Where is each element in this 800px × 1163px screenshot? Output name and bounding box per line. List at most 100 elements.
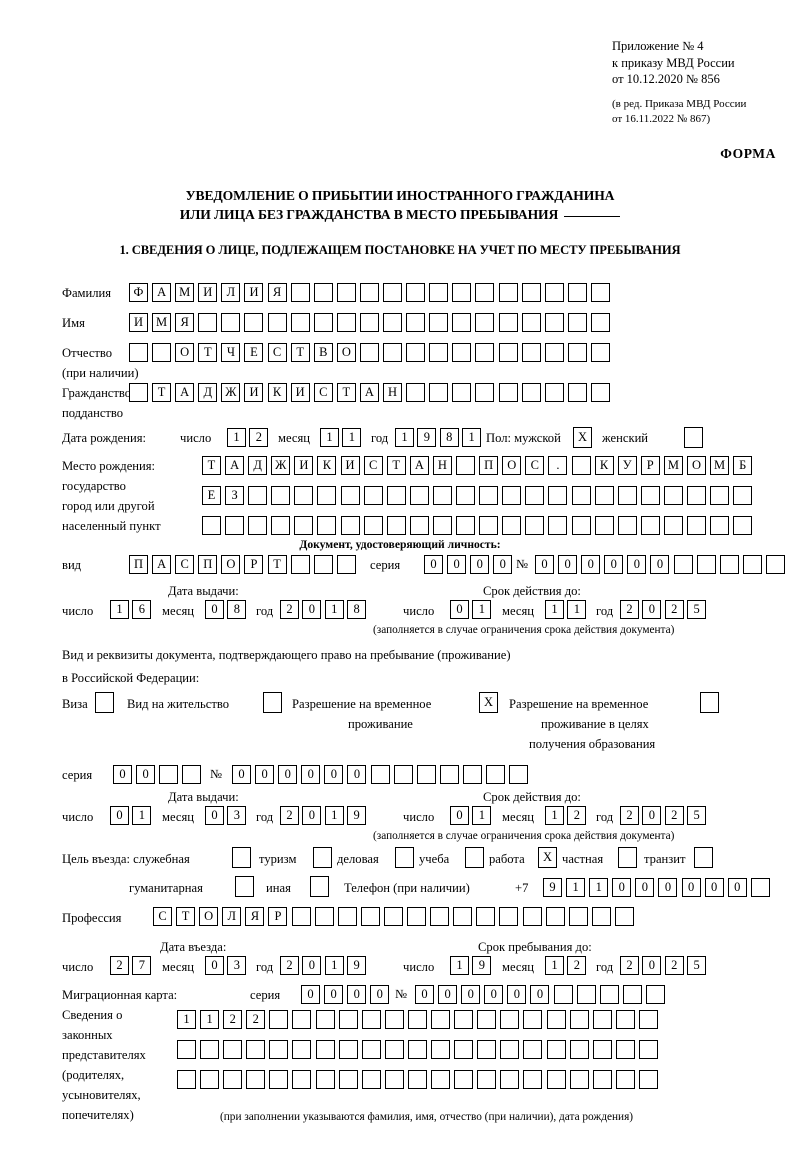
char-cell[interactable] — [360, 907, 380, 926]
char-cell[interactable]: 1 — [324, 600, 344, 619]
char-cell[interactable] — [567, 313, 587, 332]
char-cell[interactable] — [246, 1040, 266, 1059]
char-cell[interactable]: 0 — [658, 878, 678, 897]
char-cell[interactable]: Н — [383, 383, 403, 402]
char-cell[interactable] — [477, 1040, 497, 1059]
char-cell[interactable] — [750, 878, 770, 897]
char-cell[interactable]: О — [686, 456, 706, 475]
char-cell[interactable]: 0 — [450, 600, 469, 619]
char-cell[interactable] — [638, 1070, 658, 1089]
char-cell[interactable]: 2 — [567, 806, 587, 825]
char-cell[interactable]: 0 — [302, 806, 322, 825]
char-cell[interactable]: К — [317, 456, 337, 475]
char-cell[interactable] — [569, 1040, 589, 1059]
char-cell[interactable]: С — [153, 907, 172, 926]
char-cell[interactable]: 0 — [370, 985, 390, 1004]
char-cell[interactable] — [567, 283, 587, 302]
char-cell[interactable] — [152, 343, 172, 362]
char-cell[interactable]: Д — [198, 383, 218, 402]
char-cell[interactable] — [525, 516, 545, 535]
char-cell[interactable] — [407, 1040, 427, 1059]
char-cell[interactable] — [591, 907, 611, 926]
char-cell[interactable]: 2 — [567, 956, 587, 975]
char-cell[interactable] — [383, 343, 403, 362]
char-cell[interactable]: 9 — [347, 806, 367, 825]
char-cell[interactable] — [571, 516, 591, 535]
char-cell[interactable]: Р — [268, 907, 288, 926]
char-cell[interactable] — [359, 313, 379, 332]
char-cell[interactable] — [719, 555, 739, 574]
char-cell[interactable] — [384, 1070, 404, 1089]
char-cell[interactable] — [548, 516, 568, 535]
char-cell[interactable] — [384, 1010, 404, 1029]
char-cell[interactable] — [363, 486, 383, 505]
char-cell[interactable] — [317, 516, 337, 535]
purpose-other-checkbox[interactable] — [310, 876, 329, 897]
char-cell[interactable] — [452, 343, 472, 362]
char-cell[interactable] — [452, 283, 472, 302]
char-cell[interactable] — [313, 555, 333, 574]
purpose-study-checkbox[interactable] — [465, 847, 484, 868]
char-cell[interactable]: Л — [222, 907, 242, 926]
char-cell[interactable]: 0 — [704, 878, 724, 897]
char-cell[interactable] — [638, 1040, 658, 1059]
char-cell[interactable] — [429, 343, 449, 362]
char-cell[interactable] — [645, 985, 665, 1004]
char-cell[interactable] — [640, 516, 660, 535]
char-cell[interactable] — [486, 765, 506, 784]
sex-female-checkbox[interactable] — [684, 427, 703, 448]
char-cell[interactable] — [544, 383, 564, 402]
char-cell[interactable] — [544, 343, 564, 362]
char-cell[interactable]: 1 — [589, 878, 609, 897]
char-cell[interactable]: 2 — [280, 806, 299, 825]
char-cell[interactable]: 8 — [347, 600, 367, 619]
char-cell[interactable] — [615, 1040, 635, 1059]
char-cell[interactable] — [292, 1040, 312, 1059]
char-cell[interactable] — [340, 516, 360, 535]
char-cell[interactable]: 1 — [545, 600, 564, 619]
char-cell[interactable] — [317, 486, 337, 505]
purpose-tourism-checkbox[interactable] — [313, 847, 332, 868]
char-cell[interactable] — [407, 1070, 427, 1089]
char-cell[interactable]: 5 — [687, 806, 707, 825]
char-cell[interactable]: 2 — [620, 600, 639, 619]
char-cell[interactable] — [479, 486, 499, 505]
char-cell[interactable]: Б — [733, 456, 753, 475]
char-cell[interactable]: Н — [432, 456, 452, 475]
char-cell[interactable]: 0 — [232, 765, 251, 784]
char-cell[interactable] — [384, 1040, 404, 1059]
char-cell[interactable] — [406, 313, 426, 332]
char-cell[interactable]: И — [244, 283, 264, 302]
char-cell[interactable]: И — [340, 456, 360, 475]
char-cell[interactable]: И — [129, 313, 148, 332]
char-cell[interactable]: 1 — [462, 428, 482, 447]
char-cell[interactable] — [431, 1070, 451, 1089]
char-cell[interactable]: 2 — [246, 1010, 266, 1029]
char-cell[interactable] — [129, 383, 148, 402]
char-cell[interactable] — [431, 1040, 451, 1059]
char-cell[interactable] — [599, 985, 619, 1004]
char-cell[interactable] — [456, 456, 476, 475]
char-cell[interactable]: Р — [640, 456, 660, 475]
char-cell[interactable]: Т — [290, 343, 310, 362]
char-cell[interactable]: . — [548, 456, 568, 475]
char-cell[interactable]: Е — [202, 486, 221, 505]
char-cell[interactable] — [498, 283, 518, 302]
char-cell[interactable] — [548, 486, 568, 505]
char-cell[interactable]: 2 — [280, 600, 299, 619]
char-cell[interactable]: С — [175, 555, 195, 574]
char-cell[interactable] — [592, 1070, 612, 1089]
char-cell[interactable] — [363, 516, 383, 535]
char-cell[interactable]: 0 — [507, 985, 527, 1004]
purpose-humanitarian-checkbox[interactable] — [235, 876, 254, 897]
char-cell[interactable] — [129, 343, 148, 362]
char-cell[interactable]: М — [152, 313, 172, 332]
char-cell[interactable] — [291, 907, 311, 926]
